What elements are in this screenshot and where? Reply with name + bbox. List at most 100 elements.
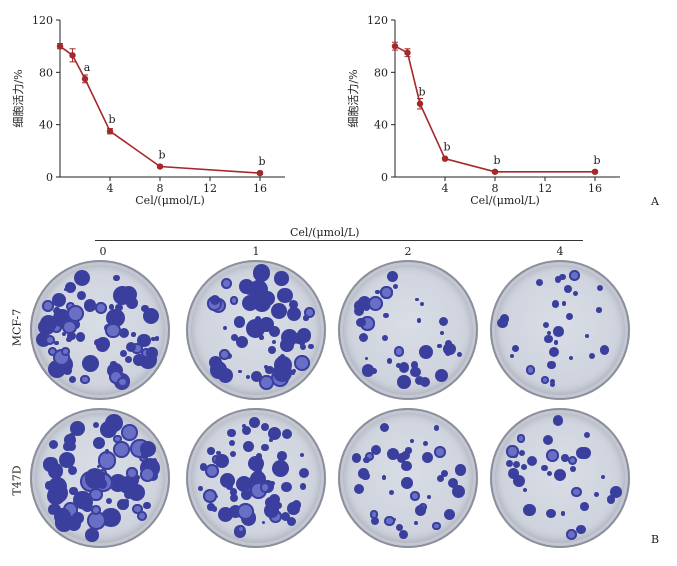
colony: [588, 352, 595, 359]
colony: [419, 301, 424, 306]
colony: [209, 355, 222, 369]
colony: [512, 345, 520, 353]
colony: [363, 457, 370, 464]
chart1-point-annotation: b: [158, 149, 165, 162]
panel-b-divider: [95, 240, 583, 241]
column-label-3: 4: [556, 245, 564, 258]
colony: [202, 489, 217, 504]
colony: [398, 362, 410, 374]
colony: [66, 304, 85, 322]
colony: [96, 337, 110, 351]
chart1-y-tick-label: 80: [39, 66, 53, 79]
chart1-x-tick-label: 8: [157, 182, 164, 195]
colony: [290, 509, 297, 516]
colony: [580, 501, 590, 511]
colony: [259, 374, 274, 390]
colony: [73, 270, 90, 287]
colony: [46, 457, 59, 470]
colony: [61, 332, 67, 337]
colony: [396, 453, 406, 463]
chart2-data-point: [404, 49, 411, 56]
chart1-point-annotation: a: [84, 61, 91, 74]
colony: [124, 499, 130, 504]
colony: [548, 347, 559, 358]
colony: [69, 375, 77, 383]
colony: [416, 318, 422, 323]
colony: [562, 301, 567, 306]
colony: [370, 444, 382, 456]
chart2-x-tick-label: 8: [492, 182, 499, 195]
chart1-data-point: [156, 163, 164, 170]
colony: [92, 421, 99, 428]
colony: [65, 281, 77, 293]
colony: [259, 482, 270, 493]
colony: [510, 354, 515, 359]
colony: [51, 322, 63, 334]
colony: [69, 486, 78, 496]
chart1-y-axis-label: 细胞活力/%: [12, 69, 25, 127]
colony: [235, 475, 253, 493]
colony: [64, 519, 74, 528]
colony: [585, 333, 590, 338]
colony: [91, 505, 101, 516]
colony: [67, 441, 77, 451]
colony: [133, 354, 145, 366]
colony: [280, 365, 291, 376]
row-label-mcf7: MCF-7: [10, 308, 24, 347]
colony: [261, 521, 266, 525]
chart2-point-annotation: b: [418, 86, 425, 99]
colony: [570, 465, 577, 472]
colony: [405, 447, 412, 454]
colony: [308, 343, 314, 350]
colony: [499, 314, 510, 324]
chart1-point-annotation: b: [108, 113, 115, 126]
chart2-x-tick-label: 4: [442, 182, 449, 195]
colony: [230, 494, 239, 503]
colony: [609, 486, 622, 498]
colony: [199, 463, 207, 471]
colony: [281, 481, 292, 493]
colony: [419, 344, 434, 360]
colony: [134, 474, 140, 480]
colony: [207, 447, 215, 455]
colony: [432, 521, 441, 531]
colony: [569, 356, 574, 361]
colony: [50, 503, 61, 514]
colony: [351, 453, 362, 463]
colony: [143, 308, 160, 325]
colony: [380, 286, 393, 299]
colony: [554, 276, 562, 284]
colony: [113, 434, 122, 444]
colony: [246, 374, 251, 379]
colony: [41, 300, 54, 313]
colony: [383, 312, 389, 319]
colony: [568, 270, 580, 281]
colony: [47, 477, 67, 497]
colony: [231, 334, 239, 341]
colony: [438, 316, 449, 327]
colony: [241, 488, 252, 500]
colony: [443, 509, 455, 521]
colony: [105, 497, 113, 504]
colony: [212, 506, 218, 512]
chart2-x-axis-label: Cel/(μmol/L): [470, 194, 539, 207]
colony: [448, 477, 459, 488]
colony: [239, 279, 255, 295]
petri-dish-t47d-0: [30, 408, 170, 548]
colony: [230, 451, 237, 458]
colony: [105, 308, 125, 328]
panel-b-title: Cel/(μmol/L): [290, 226, 360, 239]
colony: [441, 469, 449, 477]
colony: [542, 321, 549, 328]
colony: [356, 317, 366, 328]
colony: [216, 451, 221, 456]
colony: [131, 332, 136, 337]
colony: [396, 523, 404, 531]
chart2-point-annotation: b: [443, 141, 450, 154]
colony: [277, 287, 293, 304]
colony: [300, 343, 307, 350]
row-label-t47d: T47D: [10, 465, 24, 496]
colony: [415, 297, 419, 302]
colony: [140, 451, 149, 459]
colony: [246, 319, 265, 339]
